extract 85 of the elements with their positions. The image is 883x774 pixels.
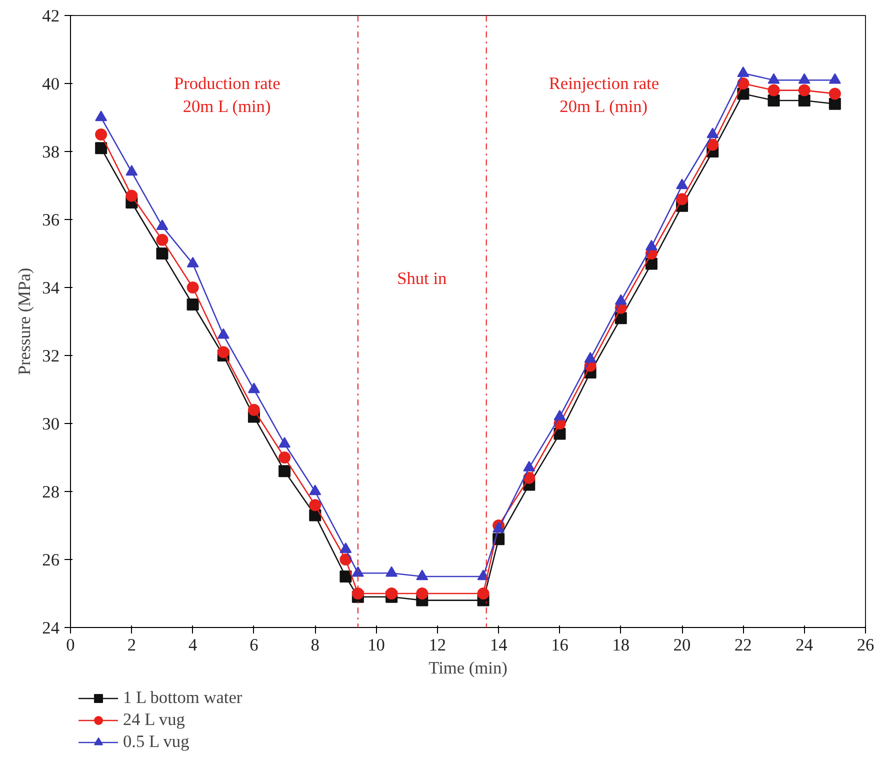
point bbox=[798, 84, 810, 96]
annotation: Production rate 20m L (min) bbox=[174, 74, 281, 116]
x-tick-label: 26 bbox=[856, 636, 874, 654]
point bbox=[248, 404, 260, 416]
annotation: Shut in bbox=[397, 269, 448, 288]
legend-label: 24 L vug bbox=[123, 710, 185, 730]
point bbox=[676, 193, 688, 206]
y-tick-label: 36 bbox=[42, 210, 60, 230]
point bbox=[278, 437, 291, 448]
x-tick-label: 12 bbox=[428, 636, 446, 654]
point bbox=[798, 73, 810, 84]
point bbox=[126, 165, 138, 176]
point bbox=[416, 570, 428, 580]
point bbox=[217, 328, 230, 339]
point bbox=[477, 588, 490, 600]
point bbox=[768, 94, 780, 106]
point bbox=[156, 234, 168, 246]
point bbox=[156, 248, 168, 260]
point bbox=[828, 88, 841, 100]
x-tick-label: 6 bbox=[250, 636, 259, 654]
point bbox=[706, 138, 719, 151]
point bbox=[584, 352, 596, 363]
point bbox=[278, 465, 291, 478]
y-tick-label: 24 bbox=[42, 618, 60, 638]
x-tick-label: 20 bbox=[673, 636, 691, 654]
point bbox=[828, 98, 841, 110]
point bbox=[676, 178, 688, 190]
point bbox=[706, 128, 719, 138]
point bbox=[340, 570, 352, 582]
y-tick-label: 26 bbox=[42, 550, 60, 570]
point bbox=[386, 566, 398, 577]
point bbox=[798, 94, 810, 106]
point bbox=[95, 110, 108, 122]
point bbox=[156, 219, 168, 230]
x-tick-label: 14 bbox=[490, 636, 508, 654]
x-tick-label: 16 bbox=[551, 636, 569, 654]
point bbox=[554, 410, 566, 420]
y-axis-title: Pressure (MPa) bbox=[15, 268, 34, 376]
y-tick-label: 40 bbox=[42, 74, 60, 94]
x-tick-label: 24 bbox=[796, 636, 814, 654]
point bbox=[828, 73, 841, 84]
y-tick-label: 42 bbox=[42, 6, 60, 26]
point bbox=[477, 570, 490, 580]
point bbox=[309, 484, 322, 496]
x-tick-label: 22 bbox=[734, 636, 752, 654]
legend-label: 1 L bottom water bbox=[123, 688, 242, 708]
point bbox=[186, 298, 199, 310]
point bbox=[95, 142, 108, 154]
point bbox=[768, 73, 780, 84]
point bbox=[340, 554, 352, 566]
point bbox=[523, 472, 536, 484]
point bbox=[278, 452, 291, 464]
x-tick-label: 18 bbox=[612, 636, 630, 654]
point bbox=[217, 346, 230, 358]
point bbox=[340, 542, 352, 553]
point bbox=[248, 382, 260, 394]
point bbox=[126, 190, 138, 202]
annotation: Reinjection rate 20m L (min) bbox=[548, 74, 660, 116]
x-axis-title: Time (min) bbox=[428, 658, 508, 678]
point bbox=[645, 240, 658, 250]
point bbox=[416, 588, 428, 600]
point bbox=[95, 128, 108, 140]
point bbox=[737, 78, 750, 90]
y-tick-label: 32 bbox=[42, 346, 60, 366]
x-tick-label: 8 bbox=[310, 636, 320, 654]
x-tick-label: 10 bbox=[368, 636, 385, 654]
x-tick-label: 0 bbox=[66, 636, 75, 654]
point bbox=[352, 566, 364, 577]
point bbox=[309, 499, 322, 512]
y-tick-label: 34 bbox=[42, 278, 60, 298]
y-tick-label: 38 bbox=[42, 142, 60, 162]
point bbox=[768, 84, 780, 96]
x-tick-label: 2 bbox=[127, 636, 136, 654]
x-tick-label: 4 bbox=[188, 636, 198, 654]
point bbox=[737, 66, 750, 77]
y-tick-label: 28 bbox=[42, 482, 60, 502]
point bbox=[614, 294, 627, 305]
point bbox=[492, 522, 505, 533]
point bbox=[186, 282, 199, 294]
point bbox=[386, 588, 398, 600]
point bbox=[352, 588, 364, 600]
point bbox=[186, 256, 199, 268]
point bbox=[523, 460, 536, 472]
y-tick-label: 30 bbox=[42, 414, 60, 434]
legend-label: 0.5 L vug bbox=[123, 732, 190, 752]
